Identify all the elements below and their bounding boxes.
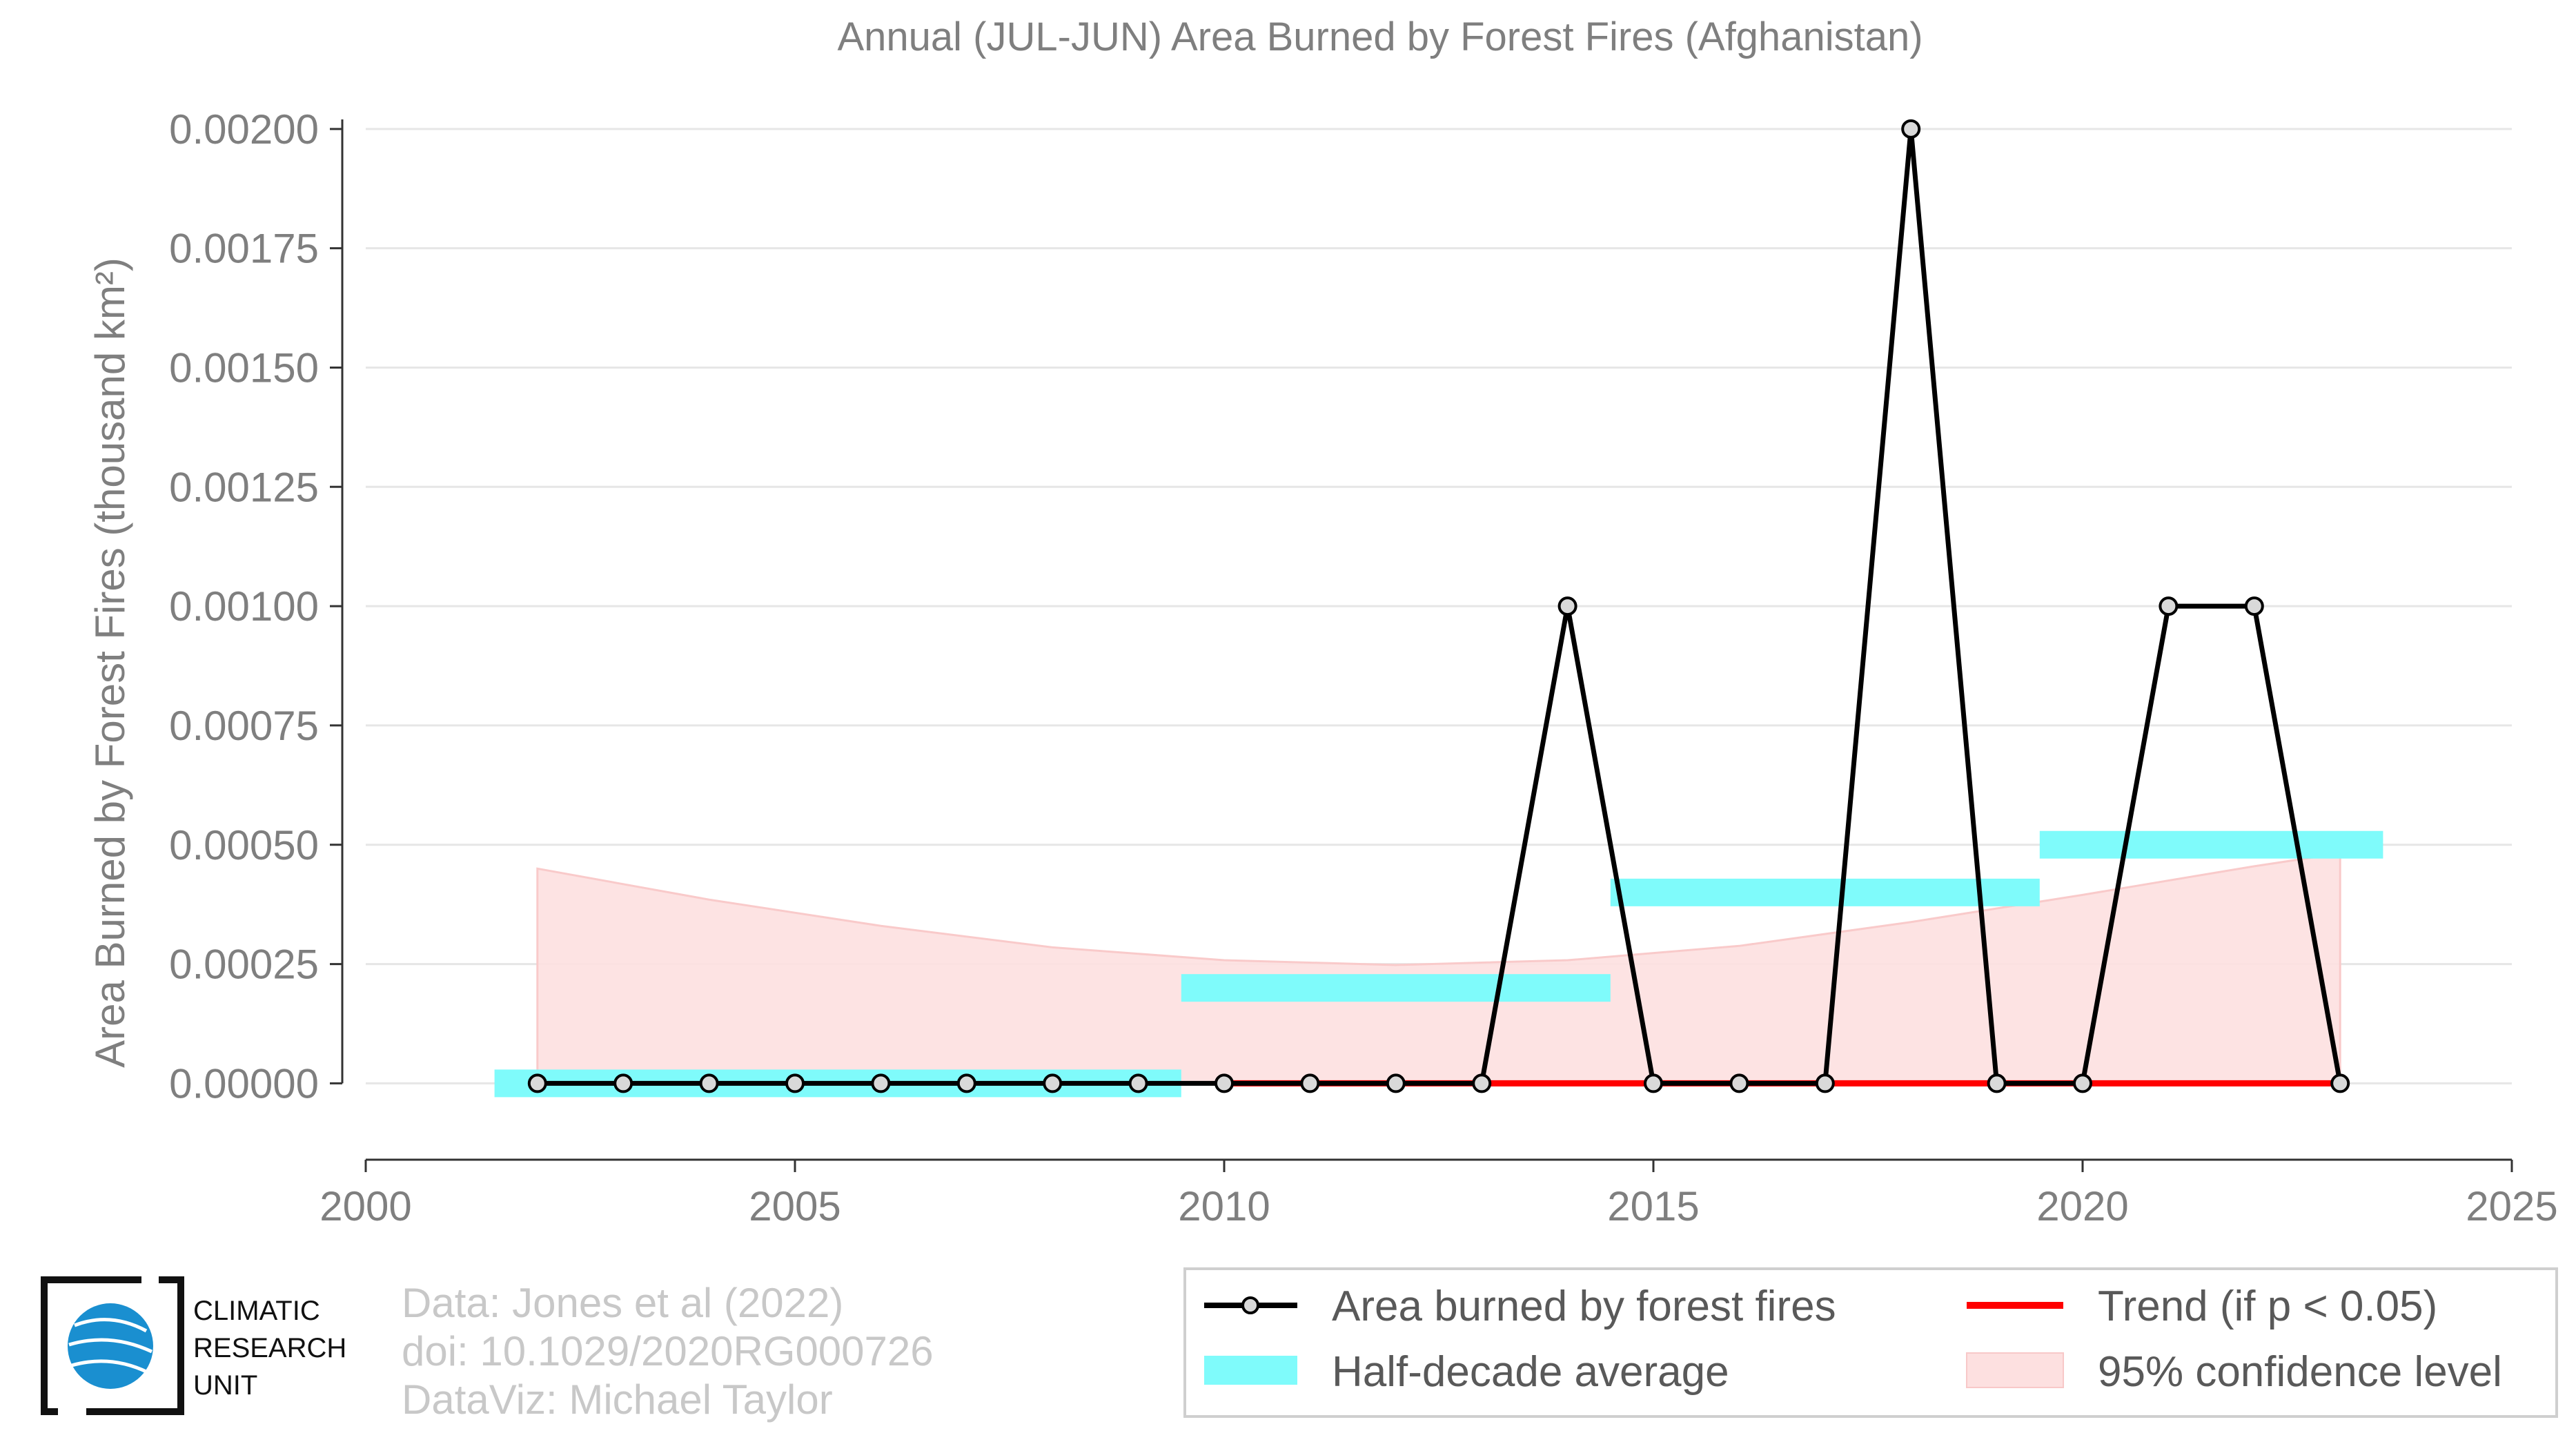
y-tick-label: 0.00200 xyxy=(169,106,319,153)
logo-frame-left-icon xyxy=(41,1276,141,1415)
legend-label-confidence: 95% confidence level xyxy=(2098,1348,2502,1396)
credit-data: Data: Jones et al (2022) xyxy=(402,1280,843,1326)
x-tick-label: 2015 xyxy=(1607,1183,1699,1229)
confidence-band xyxy=(536,852,2341,1084)
data-point xyxy=(785,1073,805,1093)
half-decade-bar xyxy=(1610,878,2040,906)
logo-frame-right-icon xyxy=(86,1276,184,1415)
half-decade-bar xyxy=(2039,830,2383,859)
half-decade-average xyxy=(494,830,2383,1098)
data-point xyxy=(871,1073,891,1093)
axes: 0.00000 0.00025 0.00050 0.00075 0.00100 0.001… xyxy=(169,106,2558,1229)
data-point xyxy=(1987,1073,2007,1093)
y-tick-label: 0.00050 xyxy=(169,822,319,868)
legend-label-area-burned: Area burned by forest fires xyxy=(1332,1283,1836,1330)
logo-text-line3: UNIT xyxy=(193,1370,257,1401)
logo-text-line1: CLIMATIC xyxy=(193,1296,320,1326)
data-point xyxy=(1815,1073,1835,1093)
legend: Area burned by forest fires Trend (if p … xyxy=(1183,1267,2558,1418)
y-tick-label: 0.00000 xyxy=(169,1060,319,1107)
data-point xyxy=(699,1073,719,1093)
y-tick-label: 0.00175 xyxy=(169,226,319,272)
data-point xyxy=(2159,596,2179,616)
data-point xyxy=(1729,1073,1749,1093)
x-tick-label: 2005 xyxy=(749,1183,840,1229)
data-point xyxy=(2073,1073,2092,1093)
legend-swatch-half-decade xyxy=(1204,1356,1297,1385)
data-point xyxy=(1644,1073,1663,1093)
legend-marker-area-burned xyxy=(1241,1296,1259,1314)
credit-dataviz: DataViz: Michael Taylor xyxy=(402,1376,833,1423)
y-tick-label: 0.00150 xyxy=(169,344,319,391)
cru-logo: CLIMATIC RESEARCH UNIT xyxy=(41,1276,346,1415)
data-point xyxy=(2244,596,2264,616)
area-burned-series xyxy=(527,119,2350,1093)
data-point xyxy=(613,1073,633,1093)
confidence-band-area xyxy=(536,852,2341,1084)
data-point xyxy=(1300,1073,1320,1093)
y-tick-label: 0.00025 xyxy=(169,942,319,988)
y-axis-label: Area Burned by Forest Fires (thousand km… xyxy=(87,257,133,1068)
x-tick-label: 2000 xyxy=(319,1183,411,1229)
legend-swatch-confidence xyxy=(1966,1352,2064,1388)
half-decade-bar xyxy=(1181,974,1611,1002)
data-point xyxy=(1386,1073,1406,1093)
globe-lines-icon xyxy=(68,1318,153,1374)
legend-box xyxy=(1183,1267,2558,1418)
logo-text-line2: RESEARCH xyxy=(193,1333,346,1363)
data-point xyxy=(527,1073,547,1093)
legend-label-half-decade: Half-decade average xyxy=(1332,1348,1729,1396)
credit-doi: doi: 10.1029/2020RG000726 xyxy=(402,1328,934,1374)
x-tick-label: 2020 xyxy=(2036,1183,2128,1229)
data-point xyxy=(1215,1073,1234,1093)
y-tick-label: 0.00125 xyxy=(169,464,319,510)
x-tick-label: 2025 xyxy=(2466,1183,2557,1229)
y-tick-label: 0.00075 xyxy=(169,703,319,749)
data-point xyxy=(1901,119,1921,139)
data-point xyxy=(1128,1073,1148,1093)
data-point xyxy=(956,1073,976,1093)
series-line xyxy=(537,126,2343,1086)
data-point xyxy=(1472,1073,1492,1093)
x-tick-label: 2010 xyxy=(1178,1183,1270,1229)
data-point xyxy=(1043,1073,1063,1093)
data-point xyxy=(1557,596,1577,616)
chart-title: Annual (JUL-JUN) Area Burned by Forest F… xyxy=(837,14,1923,59)
data-point xyxy=(2330,1073,2350,1093)
legend-label-trend: Trend (if p < 0.05) xyxy=(2098,1283,2437,1330)
y-tick-label: 0.00100 xyxy=(169,583,319,630)
